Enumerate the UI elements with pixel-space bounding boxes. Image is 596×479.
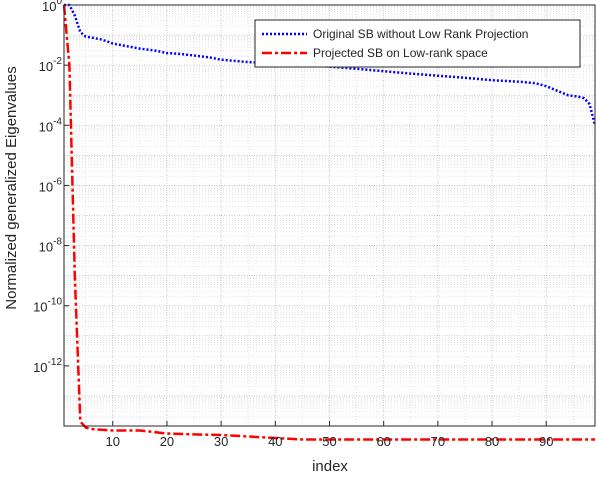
x-axis-label: index — [312, 458, 348, 474]
x-tick-label: 30 — [214, 434, 228, 449]
y-tick-label: 10-12 — [33, 357, 62, 375]
y-tick-label: 10-8 — [39, 237, 63, 255]
x-tick-label: 20 — [160, 434, 174, 449]
y-axis-label: Normalized generalized Eigenvalues — [3, 66, 20, 309]
y-tick-label: 10-4 — [39, 116, 63, 134]
legend-label-original: Original SB without Low Rank Projection — [313, 27, 528, 41]
legend: Original SB without Low Rank Projection … — [254, 19, 581, 68]
y-tick-label: 10-2 — [39, 56, 63, 74]
x-tick-label: 70 — [431, 434, 445, 449]
x-tick-label: 40 — [268, 434, 282, 449]
legend-label-projected: Projected SB on Low-rank space — [313, 46, 488, 60]
x-tick-label: 10 — [106, 434, 120, 449]
x-tick-label: 60 — [376, 434, 390, 449]
y-tick-label: 10-10 — [33, 297, 62, 315]
legend-box — [254, 19, 581, 68]
x-tick-label: 80 — [485, 434, 499, 449]
y-tick-label: 10-6 — [39, 176, 63, 194]
x-tick-label: 90 — [539, 434, 553, 449]
y-tick-label: 100 — [42, 0, 62, 14]
series-line-projected — [62, 4, 595, 441]
x-tick-label: 50 — [322, 434, 336, 449]
